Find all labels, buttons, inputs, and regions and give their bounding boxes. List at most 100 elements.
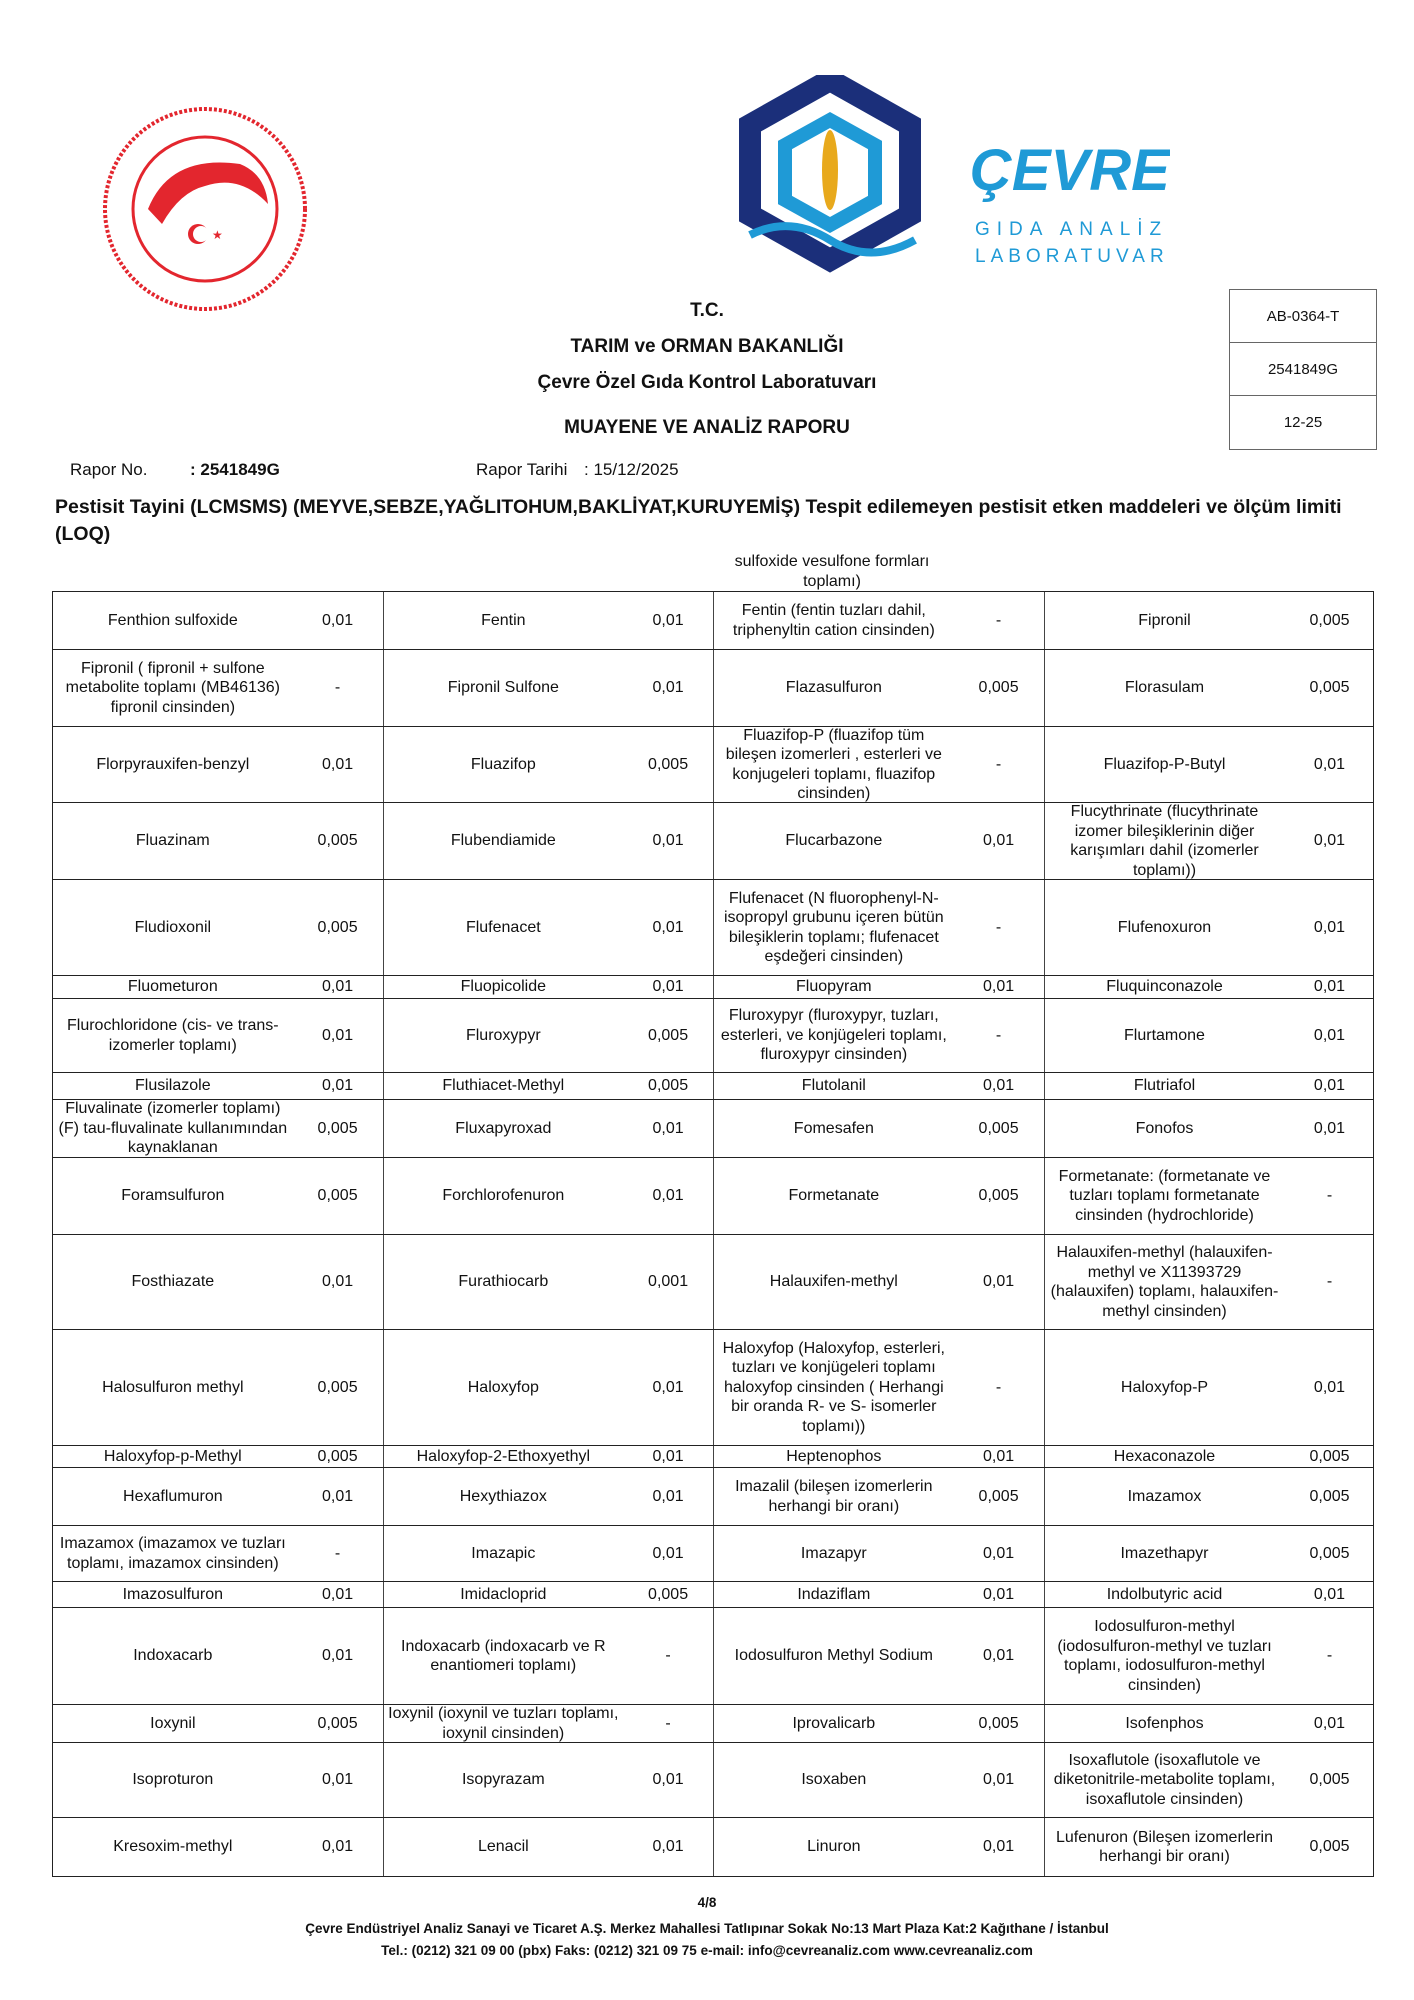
table-cell-group: Fluazinam 0,005 bbox=[53, 803, 384, 879]
loq-value: 0,01 bbox=[983, 1771, 1015, 1788]
pesticide-name: Imazalil (bileşen izomerlerin herhangi b… bbox=[735, 1478, 933, 1515]
table-cell-group: Formetanate 0,005 bbox=[714, 1158, 1045, 1234]
pesticide-name: Fipronil bbox=[1138, 611, 1191, 629]
pesticide-name: Flazasulfuron bbox=[785, 679, 882, 697]
pesticide-name: Iprovalicarb bbox=[792, 1714, 876, 1732]
table-cell-group: Iodosulfuron-methyl (iodosulfuron-methyl… bbox=[1045, 1608, 1375, 1704]
pesticide-name: Isofenphos bbox=[1125, 1714, 1204, 1732]
pesticide-name: Florasulam bbox=[1124, 679, 1205, 697]
table-cell-group: Fipronil ( fipronil + sulfone metabolite… bbox=[53, 650, 384, 726]
loq-value: 0,005 bbox=[1309, 1544, 1350, 1562]
pesticide-name: Fluopicolide bbox=[460, 978, 547, 996]
loq-value: 0,005 bbox=[978, 1487, 1019, 1505]
table-cell-group: Flubendiamide 0,01 bbox=[384, 803, 714, 879]
loq-value: 0,005 bbox=[648, 1026, 689, 1044]
loq-value: 0,01 bbox=[652, 1487, 684, 1505]
pesticide-name: Isoxaben bbox=[801, 1771, 867, 1789]
pesticide-name: Hexaconazole bbox=[1113, 1447, 1216, 1465]
footer-contact: Tel.: (0212) 321 09 00 (pbx) Faks: (0212… bbox=[381, 1943, 1033, 1958]
table-cell-group: Isoproturon 0,01 bbox=[53, 1743, 384, 1817]
pesticide-name: Isopyrazam bbox=[461, 1771, 545, 1789]
loq-value: 0,005 bbox=[648, 755, 689, 773]
table-cell-group: Fentin (fentin tuzları dahil, triphenylt… bbox=[714, 592, 1045, 649]
pesticide-name: Lenacil bbox=[477, 1838, 529, 1856]
table-cell-group: Imazapic 0,01 bbox=[384, 1526, 714, 1581]
table-cell-group: Fenthion sulfoxide 0,01 bbox=[53, 592, 384, 649]
loq-value: 0,01 bbox=[322, 1771, 354, 1788]
header-ministry: TARIM ve ORMAN BAKANLIĞI bbox=[570, 336, 844, 357]
table-row: Imazamox (imazamox ve tuzları toplamı, i… bbox=[53, 1526, 1373, 1582]
loq-value: 0,01 bbox=[322, 1838, 354, 1855]
loq-value: 0,01 bbox=[652, 679, 684, 696]
pesticide-name: Imazapic bbox=[471, 1544, 536, 1562]
loq-value: - bbox=[995, 918, 1002, 936]
table-cell-group: Flurochloridone (cis- ve trans- izomerle… bbox=[53, 999, 384, 1072]
pesticide-name: Fluroxypyr (fluroxypyr, tuzları, esterle… bbox=[720, 1007, 947, 1064]
pesticide-name: Imazapyr bbox=[800, 1544, 867, 1562]
table-cell-group: Lufenuron (Bileşen izomerlerin herhangi … bbox=[1045, 1818, 1375, 1876]
table-row: Fenthion sulfoxide 0,01 Fentin 0,01 Fentin (… bbox=[53, 592, 1373, 650]
pesticide-name: Indoxacarb (indoxacarb ve R enantiomeri … bbox=[401, 1637, 606, 1675]
table-cell-group: Haloxyfop-P 0,01 bbox=[1045, 1330, 1375, 1445]
pesticide-name: Forchlorofenuron bbox=[442, 1187, 565, 1205]
table-cell-group: Flufenacet 0,01 bbox=[384, 880, 714, 975]
table-cell-group: Forchlorofenuron 0,01 bbox=[384, 1158, 714, 1234]
loq-value: 0,005 bbox=[978, 679, 1019, 696]
table-cell-group: Isoxaben 0,01 bbox=[714, 1743, 1045, 1817]
table-cell-group: Fluvalinate (izomerler toplamı) (F) tau-… bbox=[53, 1100, 384, 1157]
table-row: Isoproturon 0,01 Isopyrazam 0,01 Isoxaben 0,0… bbox=[53, 1743, 1373, 1818]
table-cell-group: Imazalil (bileşen izomerlerin herhangi b… bbox=[714, 1468, 1045, 1525]
table-cell-group: Imazamox (imazamox ve tuzları toplamı, i… bbox=[53, 1526, 384, 1581]
svg-text:★: ★ bbox=[212, 228, 223, 242]
table-row: Fipronil ( fipronil + sulfone metabolite… bbox=[53, 650, 1373, 727]
table-cell-group: Haloxyfop-p-Methyl 0,005 bbox=[53, 1446, 384, 1467]
loq-value: 0,01 bbox=[983, 1273, 1015, 1290]
table-cell-group: Florasulam 0,005 bbox=[1045, 650, 1375, 726]
loq-value: 0,01 bbox=[322, 1026, 354, 1044]
loq-value: 0,005 bbox=[1309, 1838, 1350, 1855]
table-cell-group: Flurtamone 0,01 bbox=[1045, 999, 1375, 1072]
pesticide-name: Imazamox bbox=[1127, 1487, 1202, 1505]
loq-value: 0,005 bbox=[978, 1714, 1019, 1732]
table-row: Fluometuron 0,01 Fluopicolide 0,01 Fluopyram… bbox=[53, 976, 1373, 999]
pesticide-name: Isoproturon bbox=[132, 1771, 214, 1789]
loq-value: 0,005 bbox=[317, 1187, 358, 1204]
loq-value: 0,01 bbox=[983, 1647, 1015, 1664]
table-cell-group: Imazamox 0,005 bbox=[1045, 1468, 1375, 1525]
table-cell-group: Flutolanil 0,01 bbox=[714, 1073, 1045, 1099]
table-cell-group: Fludioxonil 0,005 bbox=[53, 880, 384, 975]
report-title: MUAYENE VE ANALİZ RAPORU bbox=[564, 417, 850, 438]
table-cell-group: Hexaflumuron 0,01 bbox=[53, 1468, 384, 1525]
table-row: Foramsulfuron 0,005 Forchlorofenuron 0,01 Fo… bbox=[53, 1158, 1373, 1235]
loq-value: 0,01 bbox=[322, 611, 354, 629]
loq-value: - bbox=[665, 1714, 671, 1732]
loq-value: 0,01 bbox=[652, 1447, 684, 1465]
table-cell-group: Imazethapyr 0,005 bbox=[1045, 1526, 1375, 1581]
pesticide-name: Flufenoxuron bbox=[1117, 918, 1212, 936]
report-no-label: Rapor No. bbox=[70, 460, 148, 479]
loq-value: 0,005 bbox=[648, 1585, 689, 1603]
pesticide-name: Imidacloprid bbox=[460, 1585, 547, 1603]
table-cell-group: Flazasulfuron 0,005 bbox=[714, 650, 1045, 726]
pesticide-name: Flucythrinate (flucythrinate izomer bile… bbox=[1070, 803, 1259, 879]
loq-value: 0,005 bbox=[1309, 679, 1350, 696]
table-cell-group: Flucythrinate (flucythrinate izomer bile… bbox=[1045, 803, 1375, 879]
table-cell-group: Indaziflam 0,01 bbox=[714, 1582, 1045, 1607]
pesticide-name: Fentin bbox=[481, 611, 526, 629]
table-cell-group: Halosulfuron methyl 0,005 bbox=[53, 1330, 384, 1445]
pesticide-name: Fluazifop bbox=[470, 755, 536, 773]
loq-value: 0,01 bbox=[1313, 978, 1346, 995]
table-cell-group: Iodosulfuron Methyl Sodium 0,01 bbox=[714, 1608, 1045, 1704]
pesticide-name: Indoxacarb bbox=[133, 1647, 213, 1665]
loq-value: 0,01 bbox=[322, 1273, 354, 1290]
table-cell-group: Halauxifen-methyl (halauxifen-methyl ve … bbox=[1045, 1235, 1375, 1329]
pesticide-name: Flufenacet bbox=[465, 918, 541, 936]
loq-value: 0,005 bbox=[317, 1447, 358, 1465]
table-row: Fosthiazate 0,01 Furathiocarb 0,001 Halauxif… bbox=[53, 1235, 1373, 1330]
table-cell-group: Fluxapyroxad 0,01 bbox=[384, 1100, 714, 1157]
pesticide-name: Hexaflumuron bbox=[123, 1487, 223, 1505]
table-cell-group: Isoxaflutole (isoxaflutole ve diketonitr… bbox=[1045, 1743, 1375, 1817]
table-cell-group: Iprovalicarb 0,005 bbox=[714, 1705, 1045, 1742]
table-cell-group: Fluopyram 0,01 bbox=[714, 976, 1045, 998]
pesticide-name: Formetanate bbox=[788, 1187, 880, 1205]
